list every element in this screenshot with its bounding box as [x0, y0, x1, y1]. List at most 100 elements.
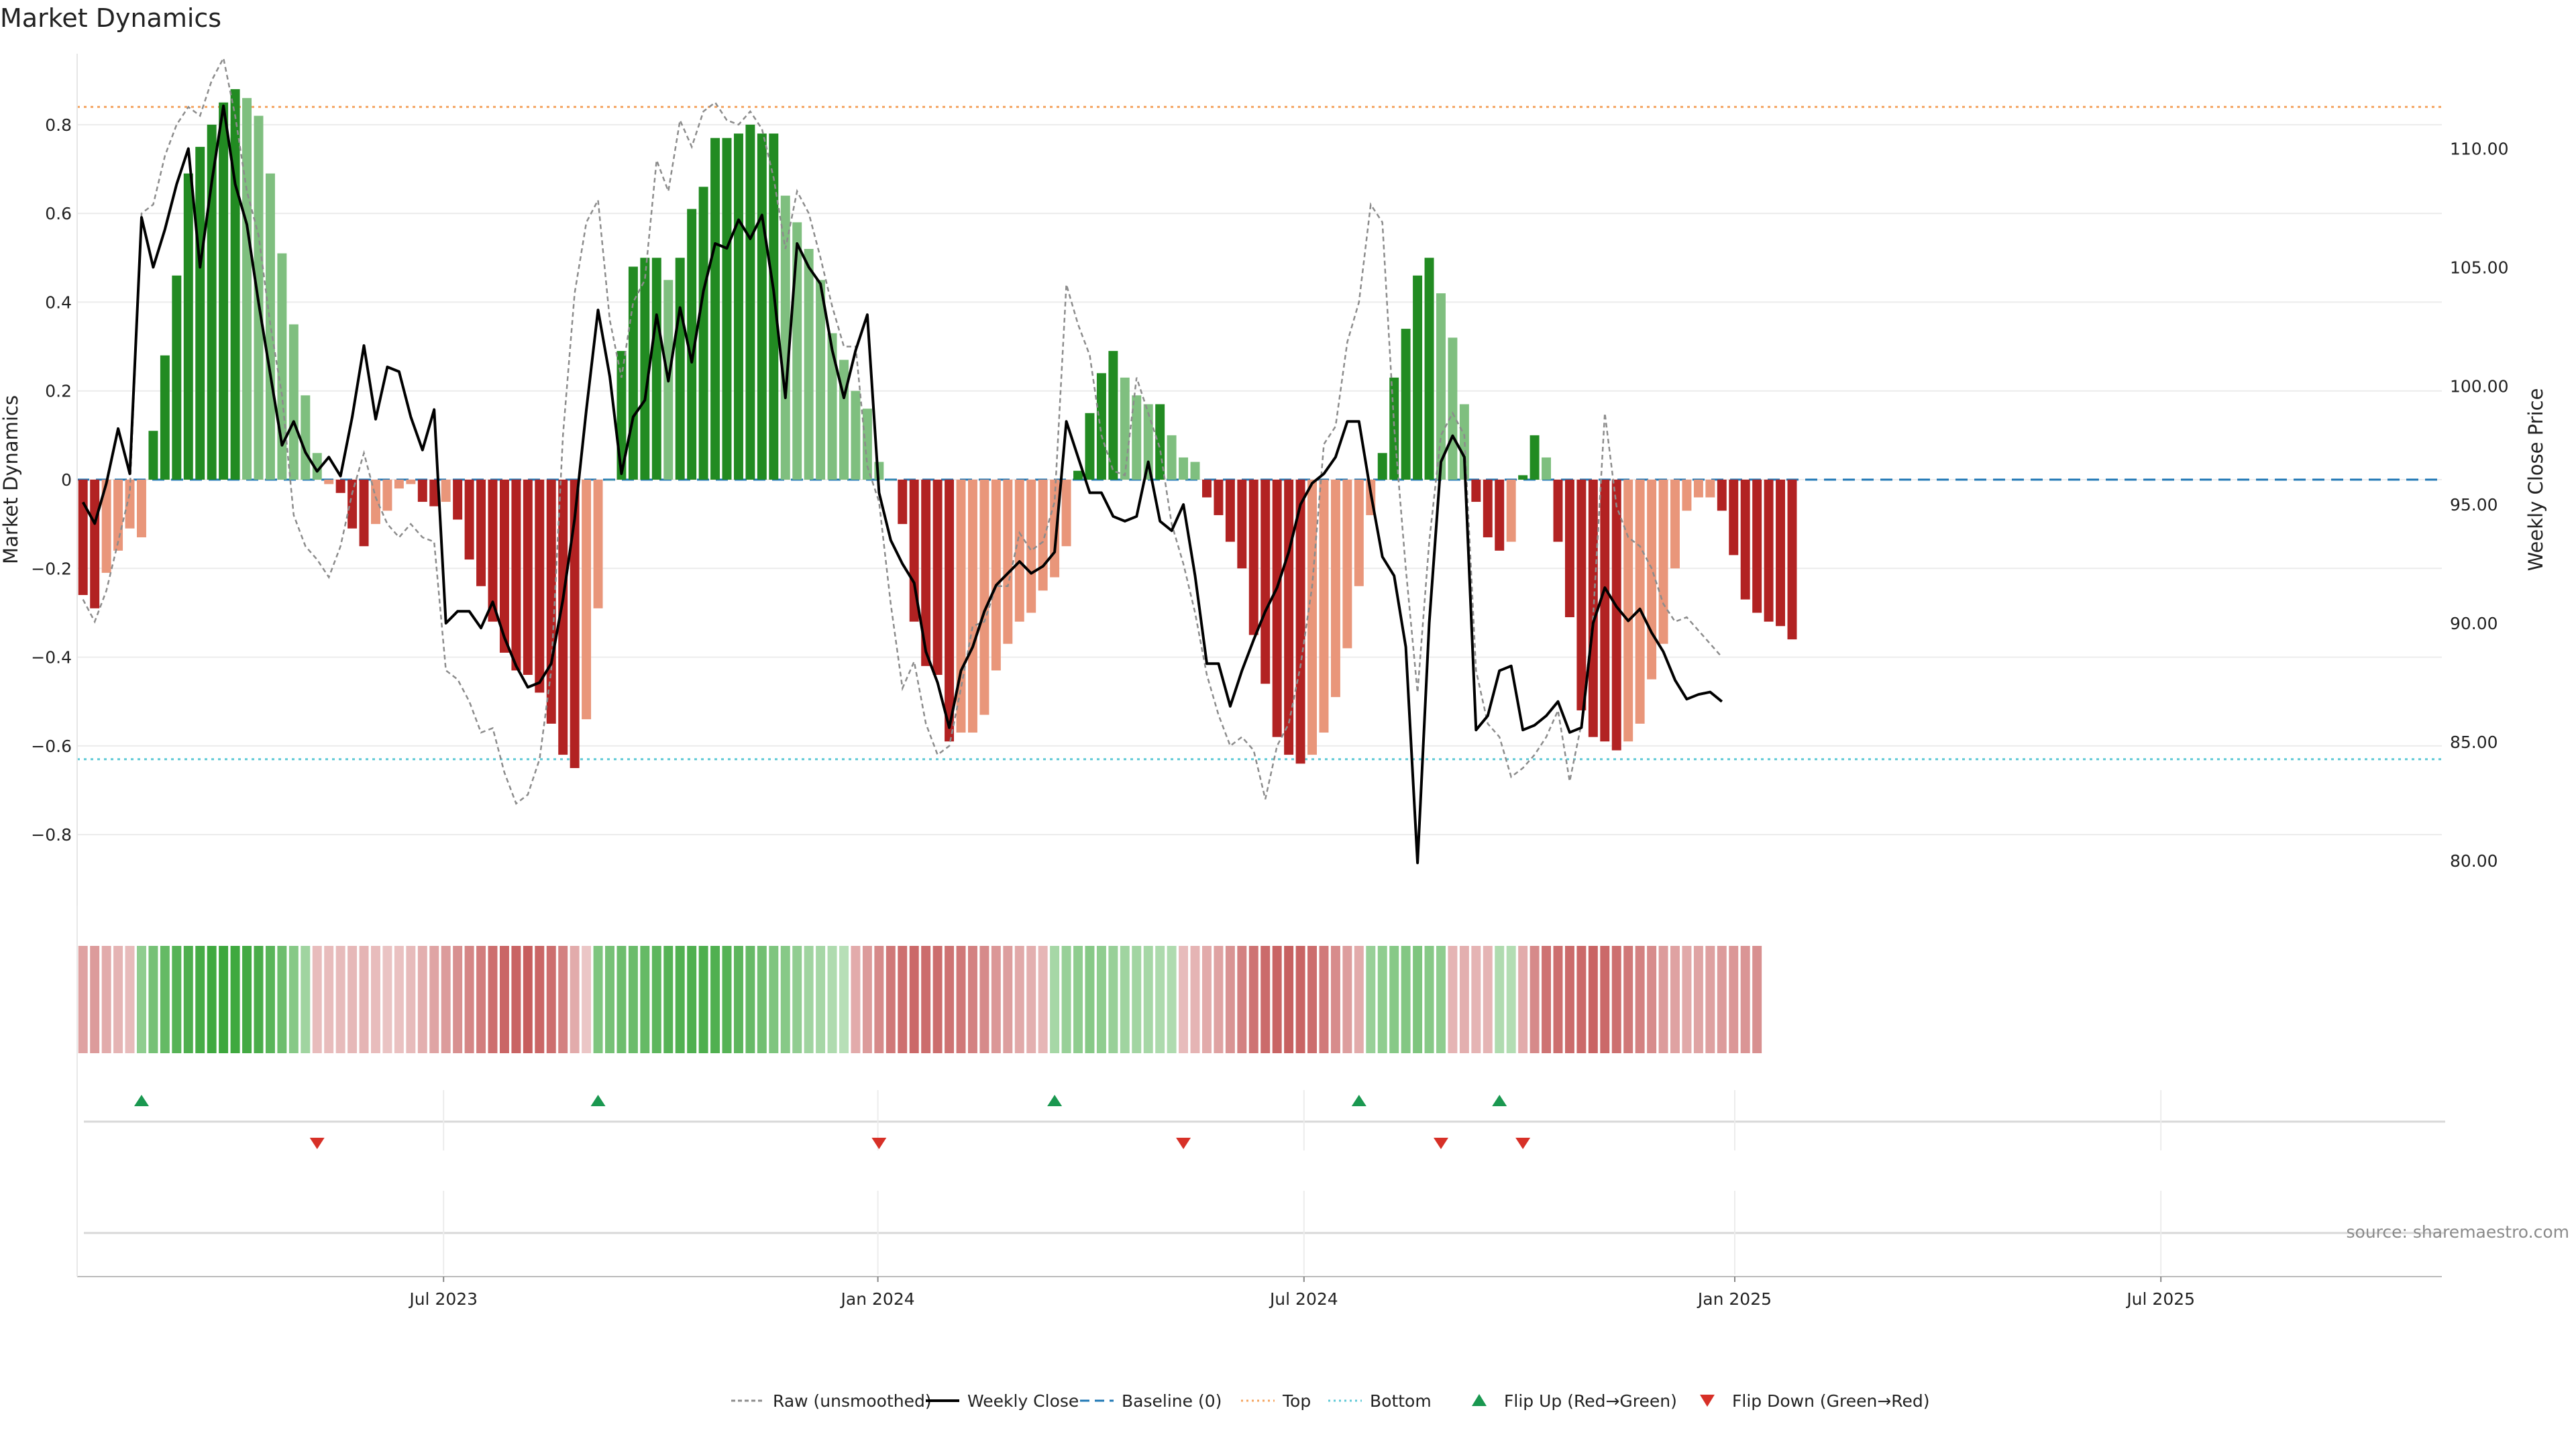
dynamics-bar — [464, 480, 474, 560]
strip-cell — [675, 946, 685, 1053]
price-lines — [81, 55, 1723, 865]
dynamics-bar — [1506, 480, 1516, 542]
dynamics-bar — [593, 480, 603, 608]
strip-cell — [288, 946, 299, 1053]
strip-cell — [1143, 946, 1153, 1053]
strip-cell — [780, 946, 790, 1053]
dynamics-bar — [1600, 480, 1610, 742]
dynamics-bar — [1354, 480, 1364, 586]
strip-cell — [1588, 946, 1598, 1053]
dynamics-bar — [511, 480, 521, 671]
strip-cell — [1729, 946, 1739, 1053]
regime-strip — [78, 946, 1762, 1053]
y2-tick-label: 100.00 — [2450, 376, 2508, 396]
dynamics-bar — [1132, 395, 1142, 480]
strip-cell — [207, 946, 217, 1053]
strip-cell — [885, 946, 896, 1053]
y-tick-label: −0.2 — [31, 559, 72, 578]
dynamics-bar — [1014, 480, 1024, 622]
strip-cell — [1623, 946, 1633, 1053]
legend-item-raw: Raw (unsmoothed) — [731, 1391, 932, 1411]
strip-cell — [1295, 946, 1305, 1053]
strip-cell — [1483, 946, 1493, 1053]
dynamics-bar — [1647, 480, 1657, 680]
dynamics-bar — [1003, 480, 1013, 644]
legend-label: Raw (unsmoothed) — [773, 1391, 932, 1411]
strip-cell — [1237, 946, 1247, 1053]
legend-label: Baseline (0) — [1122, 1391, 1222, 1411]
dynamics-bar — [1038, 480, 1048, 591]
y-tick-label: −0.4 — [31, 648, 72, 667]
strip-cell — [523, 946, 533, 1053]
strip-cell — [792, 946, 802, 1053]
legend-item-baseline: Baseline (0) — [1080, 1391, 1222, 1411]
dynamics-bar — [1564, 480, 1574, 618]
strip-cell — [1073, 946, 1083, 1053]
legend-item-flip_down: Flip Down (Green→Red) — [1700, 1391, 1930, 1411]
legend-label: Flip Down (Green→Red) — [1732, 1391, 1930, 1411]
strip-cell — [1201, 946, 1212, 1053]
strip-cell — [148, 946, 158, 1053]
strip-cell — [932, 946, 943, 1053]
strip-cell — [839, 946, 849, 1053]
dynamics-bar — [359, 480, 369, 547]
dynamics-bar — [324, 480, 334, 484]
strip-cell — [476, 946, 486, 1053]
strip-cell — [359, 946, 369, 1053]
strip-cell — [827, 946, 837, 1053]
dynamics-bar — [136, 480, 146, 537]
y-tick-label: 0.2 — [45, 382, 72, 401]
dynamics-bar — [1729, 480, 1739, 555]
dynamics-bar — [1717, 480, 1727, 511]
dynamics-bar — [417, 480, 427, 502]
strip-cell — [1038, 946, 1048, 1053]
dynamics-bar — [570, 480, 580, 768]
dynamics-bar — [1542, 457, 1552, 480]
dynamics-bar — [651, 258, 661, 480]
dynamics-bar — [1553, 480, 1563, 542]
dynamics-bar — [1413, 275, 1423, 480]
dynamics-bar — [1085, 413, 1095, 480]
dynamics-bar — [898, 480, 908, 525]
x-tick-label: Jan 2024 — [840, 1289, 915, 1309]
dynamics-bar — [1248, 480, 1258, 635]
dynamics-bar — [675, 258, 685, 480]
dynamics-bar — [1401, 329, 1411, 480]
strip-cell — [874, 946, 884, 1053]
legend-item-flip_up: Flip Up (Red→Green) — [1472, 1391, 1677, 1411]
strip-cell — [1260, 946, 1271, 1053]
strip-cell — [195, 946, 205, 1053]
dynamics-bar — [1319, 480, 1329, 733]
dynamics-bar — [406, 480, 416, 484]
y-tick-label: 0.6 — [45, 204, 72, 223]
dynamics-bar — [195, 146, 205, 480]
flip-down-marker — [309, 1138, 325, 1149]
dynamics-bar — [288, 324, 299, 480]
strip-cell — [1424, 946, 1434, 1053]
strip-cell — [1120, 946, 1130, 1053]
strip-cell — [1050, 946, 1060, 1053]
strip-cell — [1542, 946, 1552, 1053]
dynamics-bar — [698, 186, 708, 480]
legend-label: Weekly Close — [967, 1391, 1079, 1411]
strip-cell — [429, 946, 439, 1053]
strip-cell — [687, 946, 697, 1053]
strip-cell — [183, 946, 193, 1053]
strip-cell — [1436, 946, 1446, 1053]
dynamics-bar — [394, 480, 404, 489]
dynamics-bar — [1787, 480, 1797, 640]
dynamics-bar — [476, 480, 486, 586]
dynamics-bar — [558, 480, 568, 755]
legend-label: Top — [1282, 1391, 1311, 1411]
dynamics-bar — [101, 480, 111, 573]
dynamics-bar — [1623, 480, 1633, 742]
y-tick-label: −0.8 — [31, 825, 72, 845]
dynamics-bar — [347, 480, 358, 529]
dynamics-bar — [804, 249, 814, 480]
strip-cell — [593, 946, 603, 1053]
dynamics-bar — [1307, 480, 1318, 755]
strip-cell — [265, 946, 275, 1053]
strip-cell — [219, 946, 229, 1053]
dynamics-bar — [207, 124, 217, 480]
strip-cell — [640, 946, 650, 1053]
